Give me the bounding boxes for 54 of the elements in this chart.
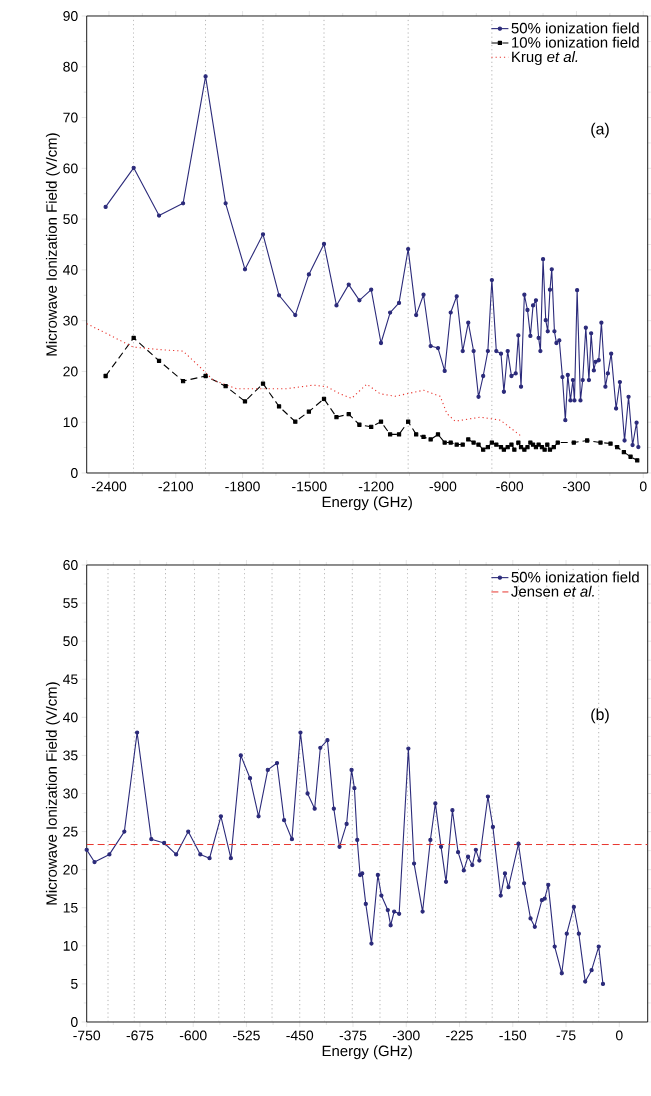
x-tick-label: -375 xyxy=(339,1030,367,1041)
y-tick-label: 50 xyxy=(63,214,78,225)
y-tick-label: 0 xyxy=(70,468,78,478)
y-tick-label: 90 xyxy=(63,11,78,21)
legend-label: 50% ionization field xyxy=(511,22,639,34)
x-tick-label: -750 xyxy=(73,1030,101,1041)
y-tick-label: 10 xyxy=(63,940,78,951)
y-tick-label: 35 xyxy=(63,750,78,761)
y-axis-title: Microwave Ionization Field (V/cm) xyxy=(45,133,60,356)
legend-label: 50% ionization field xyxy=(511,571,639,583)
x-tick-label: -2100 xyxy=(158,481,194,492)
annotation: (b) xyxy=(591,708,609,724)
y-tick-label: 20 xyxy=(63,864,78,875)
x-tick-label: -525 xyxy=(233,1030,260,1041)
y-tick-label: 30 xyxy=(63,315,78,326)
x-tick-label: -225 xyxy=(446,1030,473,1041)
y-tick-label: 0 xyxy=(70,1017,78,1027)
y-axis-title: Microwave Ionization Field (V/cm) xyxy=(45,682,60,905)
x-tick-label: -600 xyxy=(179,1030,207,1041)
y-tick-label: 60 xyxy=(63,560,78,570)
x-tick-label: -2400 xyxy=(91,481,127,492)
x-tick-label: -450 xyxy=(286,1030,314,1041)
y-tick-label: 50 xyxy=(63,636,78,647)
y-tick-label: 10 xyxy=(63,417,78,428)
y-tick-label: 30 xyxy=(63,788,78,799)
y-tick-label: 45 xyxy=(63,674,78,685)
x-tick-label: -600 xyxy=(496,481,524,492)
x-axis-title: Energy (GHz) xyxy=(322,496,412,511)
x-tick-label: -1200 xyxy=(358,481,394,492)
x-tick-label: -300 xyxy=(392,1030,420,1041)
x-axis-title: Energy (GHz) xyxy=(322,1045,412,1060)
annotation: (a) xyxy=(591,122,609,138)
x-tick-label: -150 xyxy=(499,1030,527,1041)
x-tick-label: 0 xyxy=(615,1030,623,1041)
x-tick-label: -1500 xyxy=(292,481,327,492)
y-tick-label: 60 xyxy=(63,163,78,174)
y-tick-label: 20 xyxy=(63,366,78,377)
x-tick-label: -300 xyxy=(563,481,590,492)
legend-label: 10% ionization field xyxy=(512,36,639,48)
y-tick-label: 25 xyxy=(63,826,78,837)
y-tick-label: 40 xyxy=(63,264,78,275)
x-tick-label: -900 xyxy=(429,481,457,492)
x-tick-label: -75 xyxy=(556,1030,576,1041)
y-tick-label: 15 xyxy=(63,902,78,913)
legend-label: Krug et al. xyxy=(512,51,578,66)
legend-label: Jensen et al. xyxy=(511,585,594,597)
y-tick-label: 5 xyxy=(71,979,78,989)
y-tick-label: 55 xyxy=(63,598,78,608)
y-tick-label: 80 xyxy=(63,61,78,72)
y-tick-label: 40 xyxy=(63,712,78,723)
x-tick-label: -675 xyxy=(126,1030,154,1041)
x-tick-label: -1800 xyxy=(225,481,260,492)
x-tick-label: 0 xyxy=(639,481,647,492)
y-tick-label: 70 xyxy=(63,112,78,123)
